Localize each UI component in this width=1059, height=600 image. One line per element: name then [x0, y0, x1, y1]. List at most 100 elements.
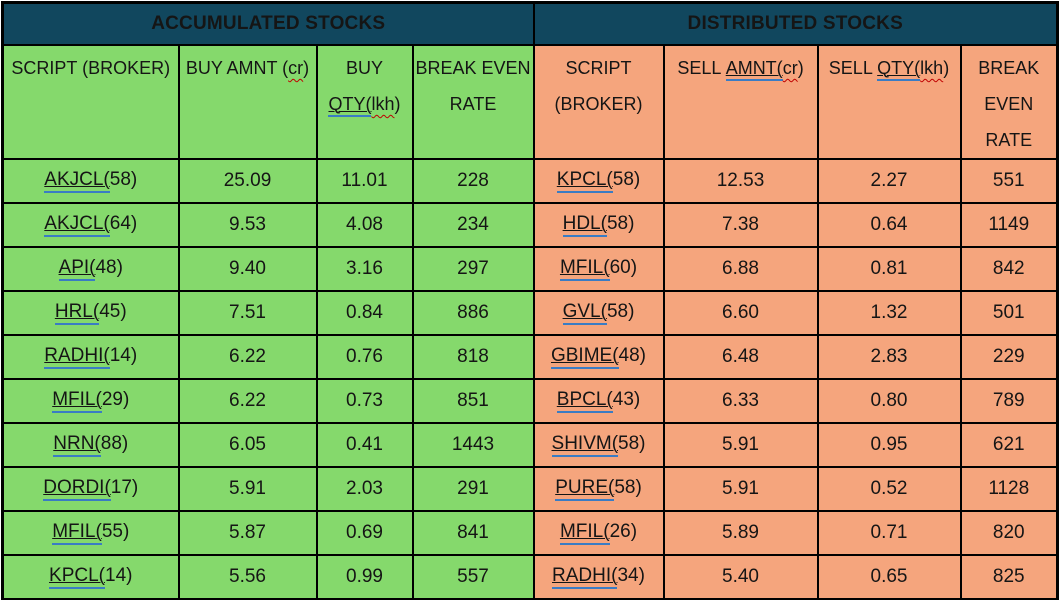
stock-symbol-link[interactable]: GBIME( — [550, 345, 619, 369]
column-header-buy-qty: BUY QTY(lkh) — [315, 44, 414, 160]
stock-symbol-link[interactable]: SHIVM( — [551, 433, 619, 457]
stock-symbol-link[interactable]: MFIL( — [559, 257, 610, 281]
stock-symbol-link[interactable]: API( — [58, 257, 96, 281]
header-text: SCRIPT — [565, 58, 632, 78]
break-even-rate-cell: 842 — [959, 246, 1059, 292]
header-line: RATE — [415, 86, 532, 122]
amount-cell: 5.87 — [177, 510, 318, 556]
broker-number: 43) — [612, 389, 641, 411]
amount-cell: 6.22 — [177, 334, 318, 380]
stock-symbol-link[interactable]: HRL( — [54, 301, 100, 325]
amount-cell: 6.05 — [177, 422, 318, 468]
script-cell: BPCL(43) — [532, 378, 665, 424]
broker-number: 60) — [609, 257, 638, 279]
column-header-script-broker: SCRIPT (BROKER) — [1, 44, 180, 160]
broker-number: 64) — [109, 213, 138, 235]
break-even-rate-cell: 818 — [411, 334, 535, 380]
amount-cell: 9.40 — [177, 246, 318, 292]
stock-symbol-link[interactable]: HDL( — [562, 213, 607, 237]
qty-cell: 0.64 — [816, 202, 962, 248]
break-even-rate-cell: 886 — [411, 290, 535, 336]
break-even-rate-cell: 851 — [411, 378, 535, 424]
break-even-rate-cell: 228 — [411, 158, 535, 204]
column-header-sell-qty: SELL QTY(lkh) — [816, 44, 962, 160]
header-text: EVEN RATE — [984, 94, 1034, 150]
broker-number: 26) — [609, 521, 638, 543]
break-even-rate-cell: 234 — [411, 202, 535, 248]
stock-symbol-link[interactable]: MFIL( — [52, 389, 102, 413]
qty-cell: 2.27 — [816, 158, 962, 204]
amount-cell: 6.60 — [662, 290, 819, 336]
stock-symbol-link[interactable]: AKJCL( — [44, 213, 110, 237]
header-line: SELL QTY(lkh) — [820, 50, 959, 86]
stock-symbol-link[interactable]: MFIL( — [52, 521, 102, 545]
amount-cell: 6.22 — [177, 378, 318, 424]
stock-symbol-link[interactable]: AKJCL( — [44, 169, 110, 193]
qty-cell: 0.99 — [315, 554, 414, 600]
stock-symbol-link[interactable]: RADHI( — [552, 565, 618, 589]
header-line: QTY(lkh) — [319, 86, 411, 122]
grammar-underlined-text: QTY( — [328, 94, 372, 117]
stock-symbol-link[interactable]: RADHI( — [44, 345, 110, 369]
stock-symbol-link[interactable]: MFIL( — [559, 521, 610, 545]
qty-cell: 2.03 — [315, 466, 414, 512]
header-text: BUY — [345, 58, 383, 78]
qty-cell: 0.80 — [816, 378, 962, 424]
break-even-rate-cell: 841 — [411, 510, 535, 556]
table-row: DORDI(17) 5.91 2.03 291 PURE(58) 5.91 0.52 1128 — [1, 466, 1059, 512]
qty-cell: 0.65 — [816, 554, 962, 600]
script-cell: AKJCL(58) — [1, 158, 180, 204]
break-even-rate-cell: 297 — [411, 246, 535, 292]
table-row: NRN(88) 6.05 0.41 1443 SHIVM(58) 5.91 0.95 621 — [1, 422, 1059, 468]
script-cell: GBIME(48) — [532, 334, 665, 380]
grammar-underlined-text: AMNT( — [725, 58, 783, 81]
header-text: ) — [303, 58, 310, 78]
broker-number: 58) — [606, 301, 635, 323]
table-row: MFIL(29) 6.22 0.73 851 BPCL(43) 6.33 0.80 789 — [1, 378, 1059, 424]
qty-cell: 3.16 — [315, 246, 414, 292]
script-cell: HRL(45) — [1, 290, 180, 336]
broker-number: 58) — [606, 213, 635, 235]
break-even-rate-cell: 825 — [959, 554, 1059, 600]
break-even-rate-cell: 1128 — [959, 466, 1059, 512]
script-cell: KPCL(14) — [1, 554, 180, 600]
stock-symbol-link[interactable]: DORDI( — [43, 477, 111, 501]
amount-cell: 5.40 — [662, 554, 819, 600]
stock-symbol-link[interactable]: KPCL( — [49, 565, 105, 589]
header-line: BUY — [319, 50, 411, 86]
script-cell: RADHI(34) — [532, 554, 665, 600]
amount-cell: 5.91 — [177, 466, 318, 512]
stock-symbol-link[interactable]: GVL( — [562, 301, 607, 325]
spellcheck-flagged-text: cr — [288, 58, 304, 78]
break-even-rate-cell: 501 — [959, 290, 1059, 336]
qty-cell: 0.73 — [315, 378, 414, 424]
column-header-break-even-rate: BREAK EVEN RATE — [959, 44, 1059, 160]
stock-symbol-link[interactable]: NRN( — [53, 433, 101, 457]
stock-symbol-link[interactable]: KPCL( — [556, 169, 613, 193]
broker-number: 58) — [614, 477, 642, 499]
header-line: SCRIPT (BROKER) — [5, 50, 177, 86]
accumulated-stocks-title: ACCUMULATED STOCKS — [1, 1, 535, 46]
amount-cell: 6.48 — [662, 334, 819, 380]
column-header-script-broker: SCRIPT (BROKER) — [532, 44, 665, 160]
amount-cell: 7.38 — [662, 202, 819, 248]
script-cell: HDL(58) — [532, 202, 665, 248]
break-even-rate-cell: 1149 — [959, 202, 1059, 248]
break-even-rate-cell: 551 — [959, 158, 1059, 204]
qty-cell: 0.71 — [816, 510, 962, 556]
break-even-rate-cell: 1443 — [411, 422, 535, 468]
amount-cell: 5.56 — [177, 554, 318, 600]
script-cell: MFIL(55) — [1, 510, 180, 556]
header-line: SCRIPT — [536, 50, 662, 86]
column-header-break-even-rate: BREAK EVEN RATE — [411, 44, 535, 160]
amount-cell: 7.51 — [177, 290, 318, 336]
grammar-underlined-text: QTY( — [877, 58, 921, 81]
broker-number: 88) — [100, 433, 129, 455]
script-cell: DORDI(17) — [1, 466, 180, 512]
qty-cell: 0.41 — [315, 422, 414, 468]
column-header-buy-amnt: BUY AMNT (cr) — [177, 44, 318, 160]
header-line: BREAK EVEN — [415, 50, 532, 86]
stock-symbol-link[interactable]: PURE( — [555, 477, 615, 501]
broker-number: 17) — [110, 477, 139, 499]
stock-symbol-link[interactable]: BPCL( — [556, 389, 613, 413]
